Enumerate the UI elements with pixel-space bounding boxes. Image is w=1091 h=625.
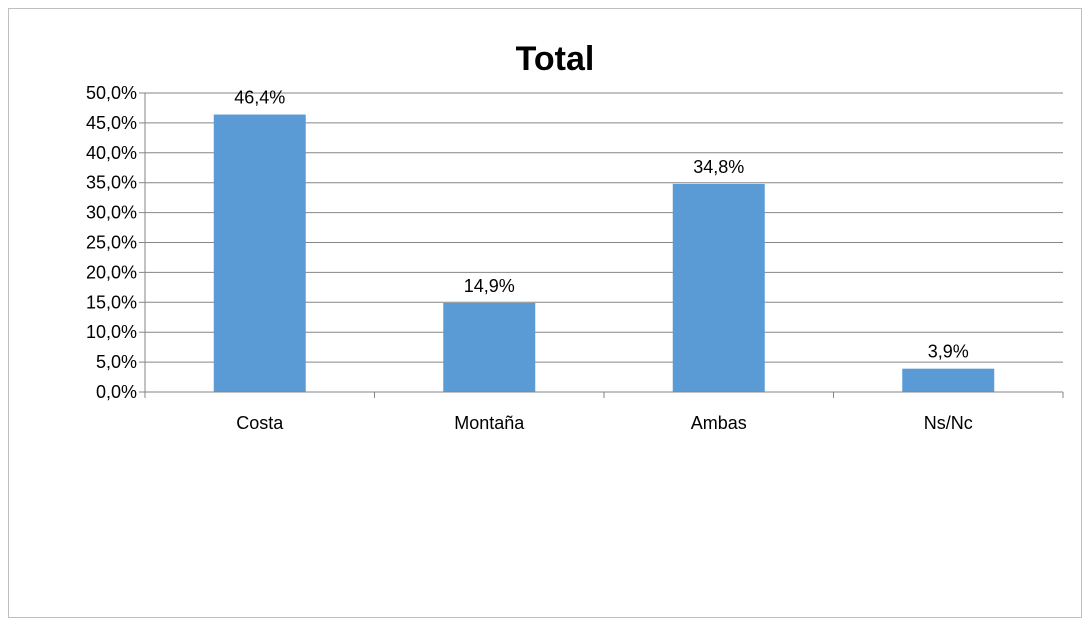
y-tick-label: 5,0% [96, 352, 137, 372]
data-label: 14,9% [464, 276, 515, 296]
bar-costa [213, 114, 306, 392]
bar-ambas [672, 183, 765, 392]
y-tick-label: 45,0% [86, 113, 137, 133]
x-category-label: Costa [236, 413, 284, 433]
x-axis-category-labels: Costa Montaña Ambas Ns/Nc [236, 413, 973, 433]
bar-monta-a [443, 302, 536, 392]
y-tick-label: 15,0% [86, 292, 137, 312]
y-tick-label: 40,0% [86, 143, 137, 163]
axes [144, 93, 1064, 398]
data-labels: 46,4% 14,9% 34,8% 3,9% [234, 88, 969, 362]
chart-frame [8, 8, 1082, 618]
data-label: 46,4% [234, 88, 285, 108]
y-tick-label: 50,0% [86, 83, 137, 103]
y-tick-label: 20,0% [86, 262, 137, 282]
y-tick-label: 0,0% [96, 382, 137, 402]
bars [213, 114, 995, 392]
data-label: 3,9% [928, 342, 969, 362]
x-category-label: Montaña [454, 413, 525, 433]
x-category-label: Ns/Nc [924, 413, 973, 433]
data-label: 34,8% [693, 157, 744, 177]
x-category-label: Ambas [691, 413, 747, 433]
chart-title: Total [516, 40, 595, 78]
y-tick-label: 25,0% [86, 233, 137, 253]
y-tick-label: 30,0% [86, 203, 137, 223]
y-tick-label: 35,0% [86, 173, 137, 193]
bar-ns-nc [902, 368, 995, 392]
y-axis-tick-labels: 0,0% 5,0% 10,0% 15,0% 20,0% 25,0% 30,0% 35,0% 40… [86, 83, 145, 402]
y-tick-label: 10,0% [86, 322, 137, 342]
